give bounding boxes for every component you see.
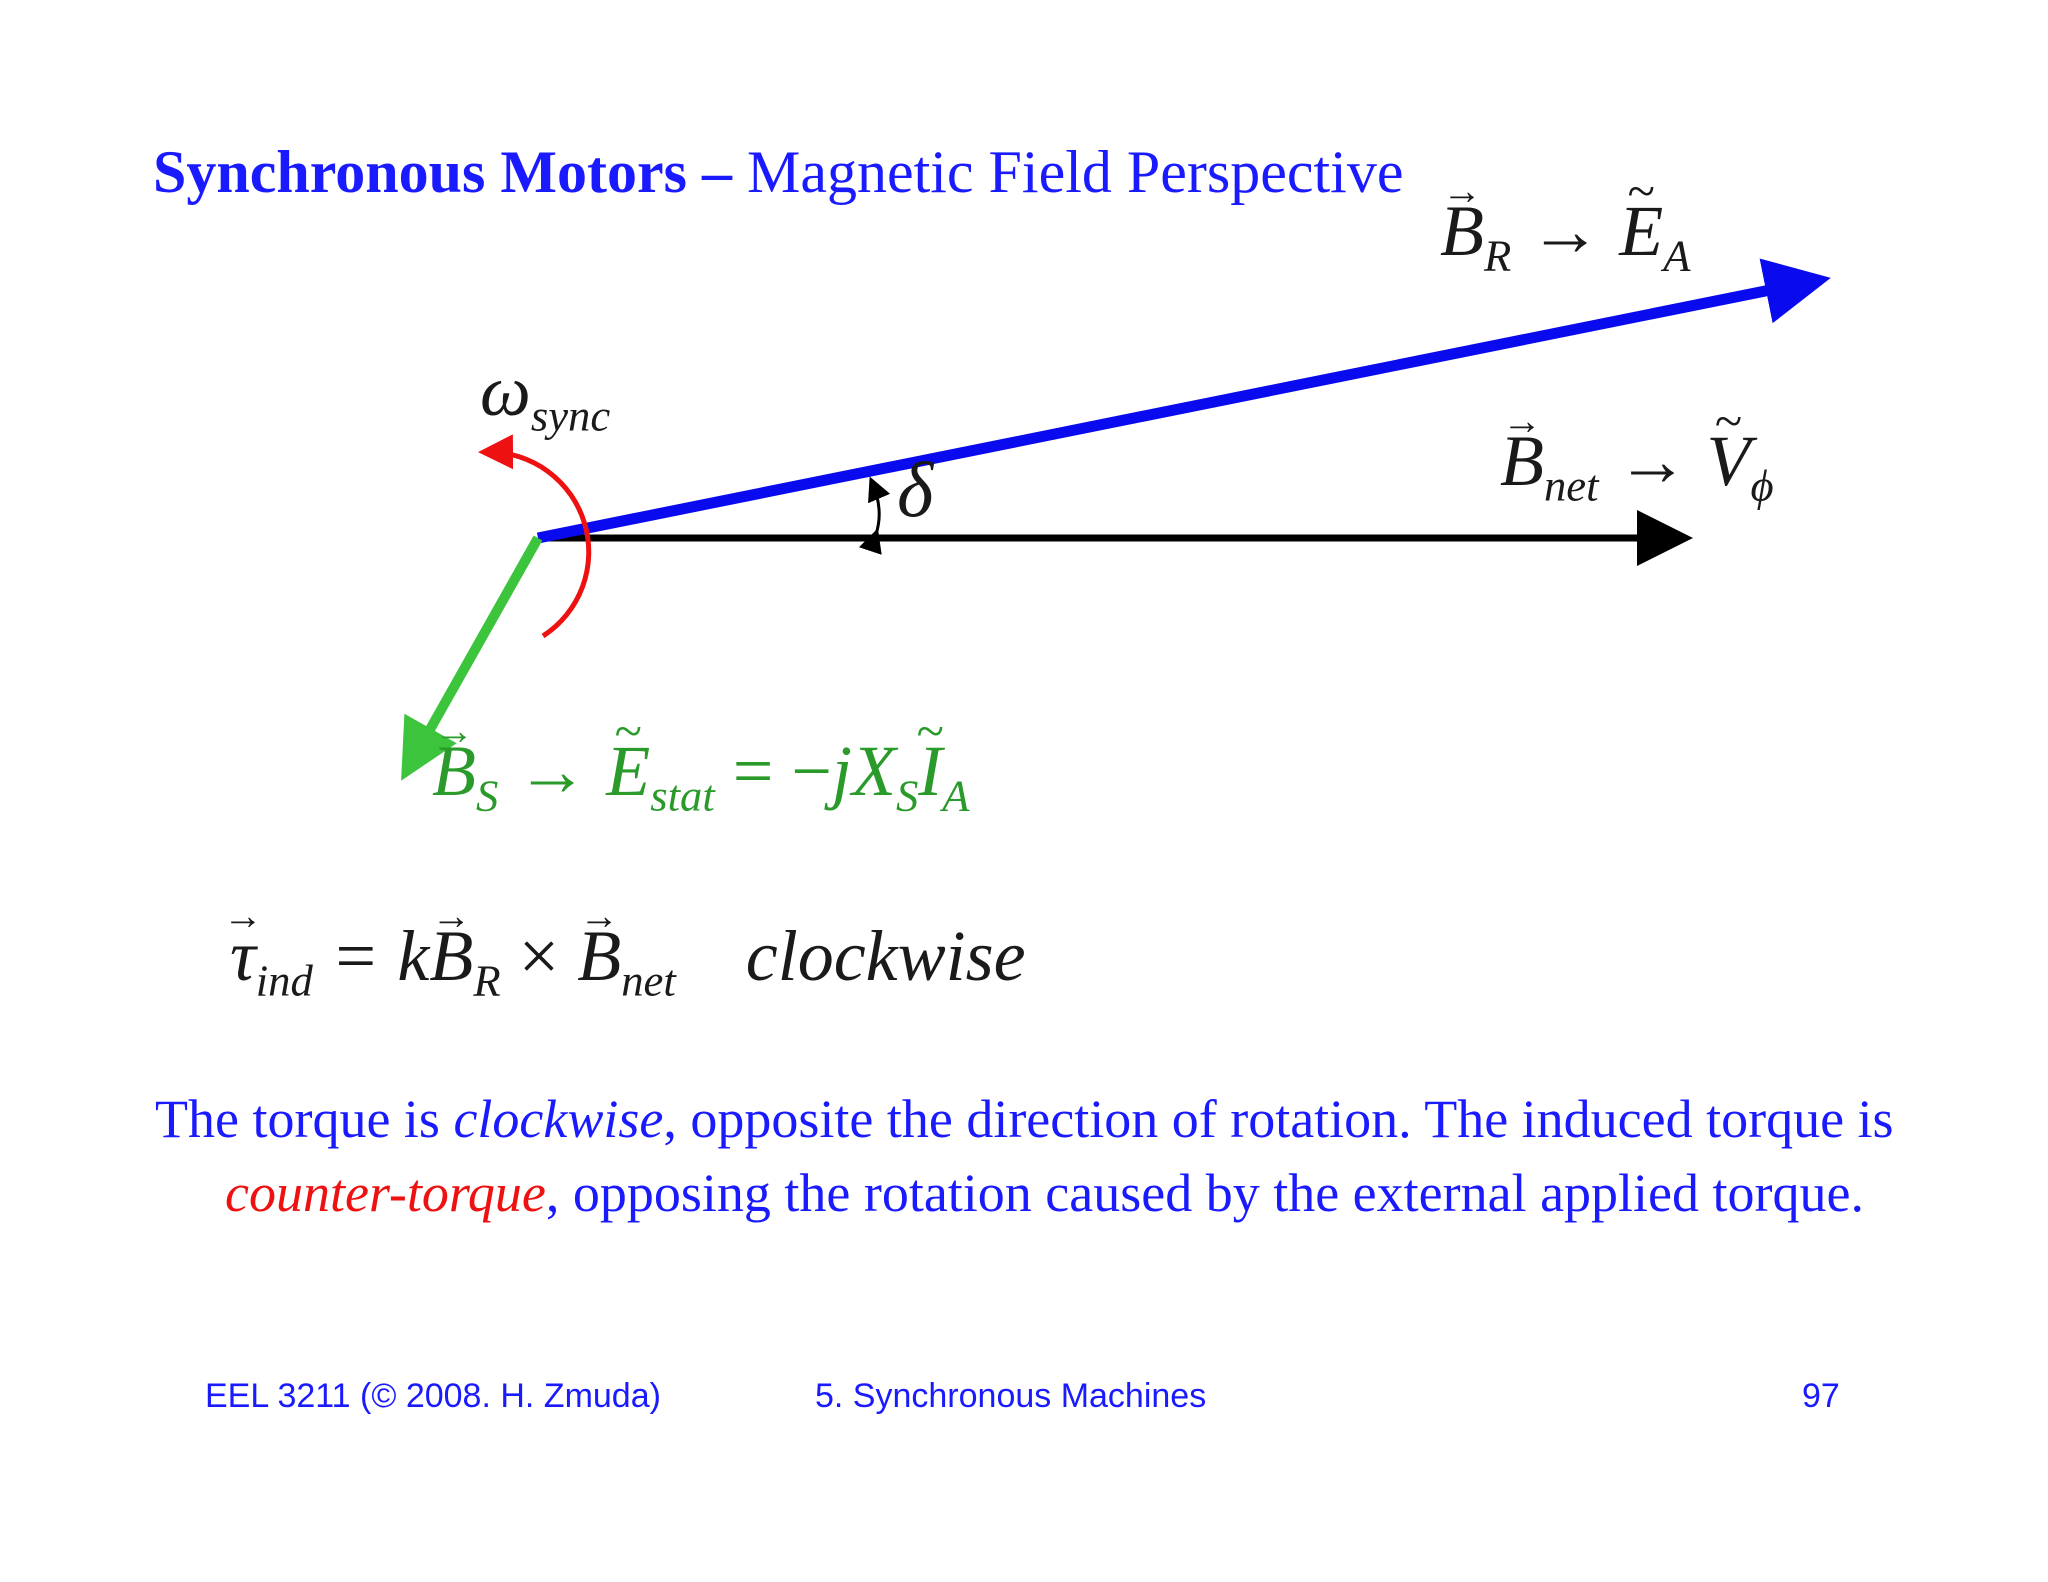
title-rest: Magnetic Field Perspective (746, 139, 1404, 205)
footer-chapter: 5. Synchronous Machines (815, 1377, 1207, 1415)
body-part-5: , opposing the rotation caused by the ex… (545, 1163, 1864, 1223)
bnet-base: B (1500, 420, 1544, 503)
body-counter-torque: counter-torque (225, 1163, 546, 1223)
bnet-label: Bnet → Vϕ (1500, 420, 1774, 512)
tau-direction: clockwise (745, 916, 1026, 996)
omega-label: ωsync (480, 350, 610, 442)
ia-sub: A (942, 770, 970, 821)
vphi-sub: ϕ (1750, 460, 1774, 511)
body-clockwise: clockwise (453, 1089, 664, 1149)
tau-equals: = k (312, 916, 430, 996)
title-dash: – (686, 139, 747, 205)
body-part-1: The torque is (155, 1089, 454, 1149)
ia-base: I (918, 730, 942, 813)
delta-angle-arc (858, 476, 891, 555)
br-base: B (1440, 190, 1484, 273)
slide-title: Synchronous Motors – Magnetic Field Pers… (153, 138, 1403, 207)
br-vector (536, 258, 1831, 544)
body-part-3: , opposite the direction of rotation. Th… (663, 1089, 1894, 1149)
ea-base: E (1619, 190, 1663, 273)
omega-base: ω (480, 351, 531, 431)
br-sub: R (1483, 230, 1512, 281)
bs-label: BS → Estat = −jXSIA (432, 730, 970, 822)
delta-label: δ (897, 446, 934, 533)
br-label: BR → EA (1440, 190, 1691, 282)
xs-sub: S (895, 770, 919, 821)
page-number: 97 (1802, 1377, 1840, 1415)
br-arrow: → (1529, 191, 1602, 271)
bnet-arrow: → (1616, 421, 1689, 501)
title-bold: Synchronous Motors (153, 139, 687, 205)
tau-sub: ind (255, 955, 313, 1006)
tau-b2-sub: net (621, 955, 676, 1006)
ea-sub: A (1663, 230, 1691, 281)
body-paragraph: The torque is clockwise, opposite the di… (155, 1082, 1985, 1230)
estat-sub: stat (650, 770, 715, 821)
estat-base: E (606, 730, 650, 813)
tau-times: × (500, 916, 578, 996)
bnet-sub: net (1543, 460, 1599, 511)
bs-vector (401, 535, 543, 781)
bs-arrow: → (516, 731, 589, 811)
tau-b1-sub: R (473, 955, 501, 1006)
bs-sub: S (475, 770, 499, 821)
tau-base: τ (230, 915, 256, 998)
tau-b2: B (577, 915, 621, 998)
bs-equals: = − (714, 731, 832, 811)
tau-b1: B (429, 915, 473, 998)
jx-term: jX (831, 731, 896, 811)
bs-base: B (432, 730, 476, 813)
footer-course: EEL 3211 (© 2008. H. Zmuda) (205, 1377, 661, 1415)
omega-sub: sync (530, 390, 611, 441)
rotation-arc (478, 434, 592, 639)
vphi-base: V (1707, 420, 1751, 503)
